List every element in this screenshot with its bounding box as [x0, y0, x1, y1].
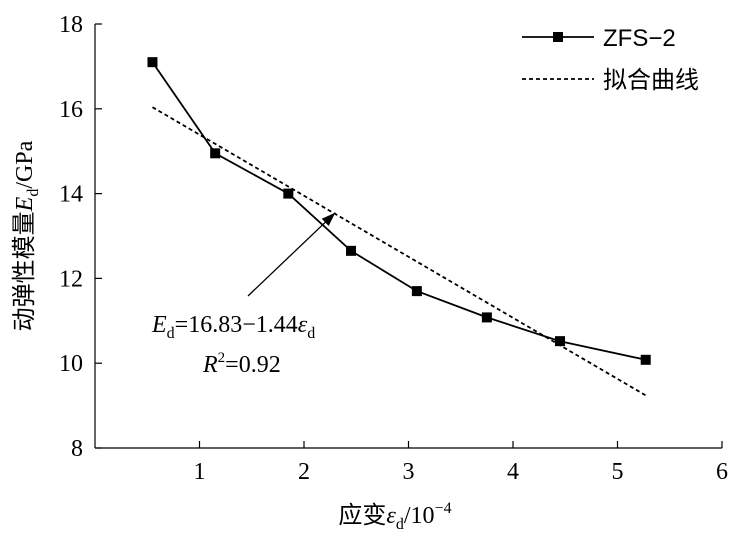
legend-marker-series-0 — [553, 32, 563, 42]
x-tick-label: 1 — [194, 459, 206, 485]
fit-equation: Ed=16.83−1.44εd — [151, 312, 315, 342]
y-tick-label: 8 — [71, 436, 83, 462]
x-tick-label: 6 — [716, 459, 728, 485]
y-tick-label: 16 — [59, 97, 83, 123]
data-point — [555, 336, 566, 347]
y-tick-label: 18 — [59, 12, 83, 38]
data-point — [346, 245, 357, 256]
plot-area — [147, 57, 651, 397]
data-point — [283, 188, 294, 199]
series-line-zfs-2 — [151, 61, 646, 361]
x-tick-label: 4 — [507, 459, 519, 485]
fit-line — [152, 106, 647, 397]
data-point — [481, 312, 492, 323]
legend-label-series-1: 拟合曲线 — [603, 67, 699, 94]
fit-annotation: Ed=16.83−1.44εd R2=0.92 — [151, 212, 336, 378]
x-tick-label: 3 — [403, 459, 415, 485]
x-axis-title: 应变εd/10−4 — [338, 500, 451, 533]
y-axis-title: 动弹性模量Ed/GPa — [11, 140, 42, 331]
data-point — [640, 354, 651, 365]
y-tick-label: 12 — [59, 266, 83, 292]
fit-r-squared: R2=0.92 — [202, 350, 281, 378]
annotation-arrow-line — [247, 212, 336, 297]
x-ticks: 1 2 3 4 5 6 — [194, 441, 728, 485]
legend: ZFS−2 拟合曲线 — [522, 25, 699, 94]
annotation-arrow-head — [321, 212, 336, 226]
x-tick-label: 5 — [612, 459, 624, 485]
y-axis-title-group: 动弹性模量Ed/GPa — [11, 140, 42, 331]
x-tick-label: 2 — [298, 459, 310, 485]
data-point — [411, 286, 422, 297]
y-tick-label: 14 — [59, 182, 83, 208]
y-tick-label: 10 — [59, 351, 83, 377]
y-ticks: 8 10 12 14 16 18 — [59, 12, 102, 462]
data-point — [210, 148, 221, 159]
data-point — [147, 57, 158, 68]
legend-label-series-0: ZFS−2 — [603, 25, 676, 52]
